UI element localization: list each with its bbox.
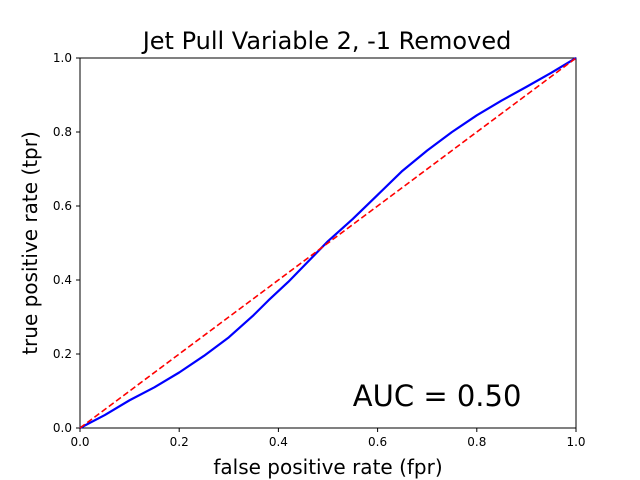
x-tick-label: 0.0 xyxy=(70,435,89,449)
y-tick-label: 0.0 xyxy=(53,421,72,435)
series-layer xyxy=(79,57,577,429)
x-tick-label: 0.8 xyxy=(467,435,486,449)
x-tick-label: 0.2 xyxy=(170,435,189,449)
y-tick-label: 0.6 xyxy=(53,199,72,213)
roc-curve-line xyxy=(79,57,577,429)
plot-area xyxy=(79,57,577,429)
x-tick-label: 0.4 xyxy=(269,435,288,449)
auc-annotation: AUC = 0.50 xyxy=(353,379,522,413)
chance-diagonal-line xyxy=(79,57,577,429)
y-tick-label: 0.2 xyxy=(53,347,72,361)
x-axis-label: false positive rate (fpr) xyxy=(213,455,442,479)
y-axis-ticks: 0.0 0.2 0.4 0.6 0.8 1.0 xyxy=(53,51,80,435)
plot-frame xyxy=(79,57,577,429)
x-axis-ticks: 0.0 0.2 0.4 0.6 0.8 1.0 xyxy=(70,428,586,449)
y-tick-label: 1.0 xyxy=(53,51,72,65)
y-axis-label: true positive rate (tpr) xyxy=(18,131,42,355)
chart-title: Jet Pull Variable 2, -1 Removed xyxy=(141,27,512,55)
x-tick-label: 1.0 xyxy=(566,435,585,449)
y-tick-label: 0.8 xyxy=(53,125,72,139)
y-tick-label: 0.4 xyxy=(53,273,72,287)
x-tick-label: 0.6 xyxy=(368,435,387,449)
